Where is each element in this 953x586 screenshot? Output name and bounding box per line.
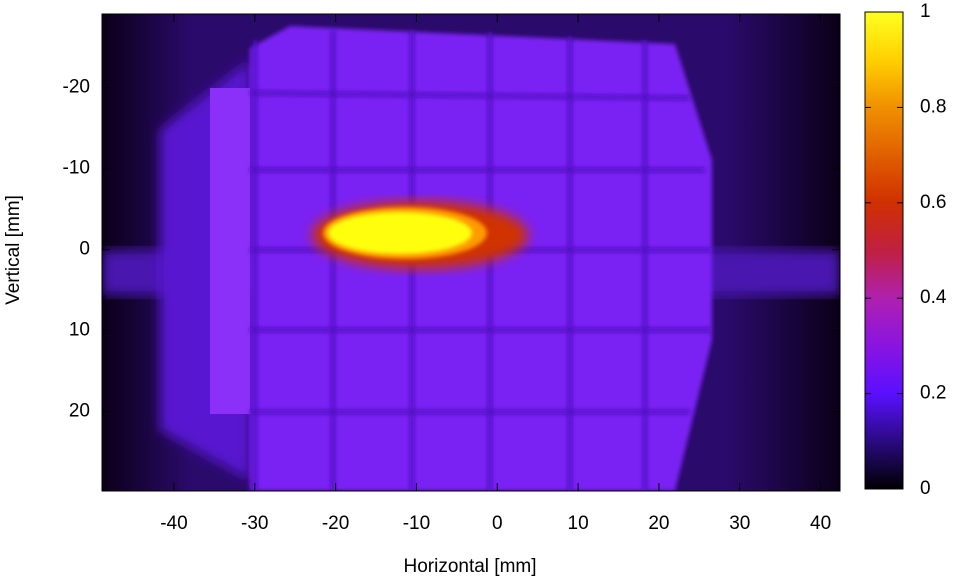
x-tick-label: 30 <box>729 513 750 534</box>
plot-frame <box>101 13 841 492</box>
x-tick-label: -10 <box>403 513 430 534</box>
x-tick-label: 40 <box>810 513 831 534</box>
colorbar-tick-label: 0.2 <box>920 383 946 404</box>
colorbar-tick-label: 0.8 <box>920 96 946 117</box>
x-tick-label: 0 <box>492 513 503 534</box>
y-tick-label: -10 <box>63 158 90 179</box>
colorbar-tick-label: 0 <box>920 478 931 499</box>
y-tick-label: 10 <box>69 320 90 341</box>
y-tick-label: -20 <box>63 77 90 98</box>
colorbar-tick-label: 1 <box>920 1 931 22</box>
camera-image <box>102 14 840 491</box>
x-tick-label: 10 <box>568 513 589 534</box>
colorbar-tick-label: 0.4 <box>920 287 947 308</box>
x-tick-label: -40 <box>160 513 187 534</box>
y-axis-title: Vertical [mm] <box>3 195 24 305</box>
x-tick-label: -20 <box>322 513 349 534</box>
x-tick-label: -30 <box>241 513 268 534</box>
y-tick-label: 0 <box>79 239 90 260</box>
x-tick-label: 20 <box>648 513 669 534</box>
x-axis-title: Horizontal [mm] <box>403 556 536 577</box>
y-tick-label: 20 <box>69 401 90 422</box>
colorbar <box>864 11 904 490</box>
colorbar-tick-label: 0.6 <box>920 192 946 213</box>
